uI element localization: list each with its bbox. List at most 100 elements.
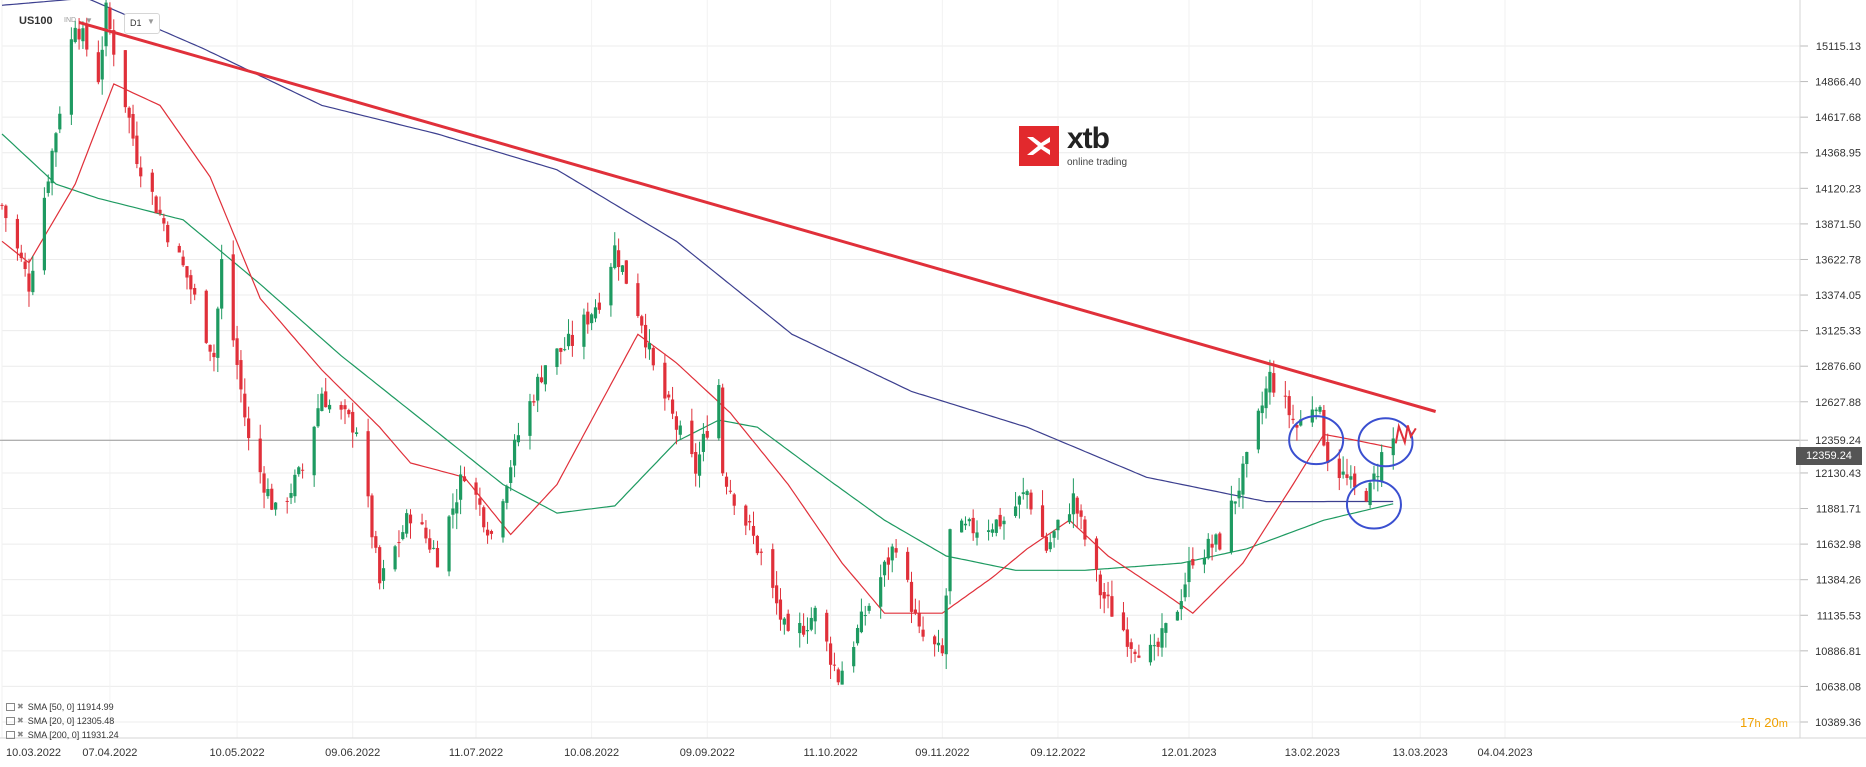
- x-tick-label: 04.04.2023: [1477, 747, 1532, 759]
- candle-body: [1048, 542, 1052, 550]
- candle-body: [54, 133, 58, 153]
- candle-body: [1210, 543, 1214, 548]
- candle-body: [917, 612, 921, 627]
- candle-body: [566, 333, 571, 347]
- candle-body: [755, 535, 759, 554]
- close-icon[interactable]: ✖: [17, 730, 24, 739]
- candle-body: [1268, 371, 1272, 393]
- candle-body: [435, 547, 440, 568]
- settings-icon[interactable]: [6, 731, 15, 739]
- candle-body: [563, 349, 567, 351]
- candle-body: [971, 517, 975, 534]
- timeframe-select[interactable]: D1 ▼: [124, 13, 160, 34]
- timer-hours-unit: h: [1754, 718, 1761, 730]
- candle-body: [354, 432, 359, 435]
- candle-body: [728, 490, 732, 492]
- candle-body: [802, 625, 806, 635]
- candle-body: [744, 505, 748, 526]
- close-icon[interactable]: ✖: [17, 702, 24, 711]
- candle-body: [555, 348, 559, 368]
- candle-body: [1075, 497, 1079, 514]
- candle-body: [1264, 388, 1268, 409]
- candle-body: [289, 492, 293, 498]
- candle-body: [204, 290, 208, 343]
- candle-body: [990, 529, 995, 533]
- x-tick-label: 11.07.2022: [449, 747, 503, 759]
- candle-body: [31, 270, 35, 293]
- candle-body: [58, 113, 62, 130]
- candle-body: [447, 516, 451, 572]
- candle-body: [239, 360, 243, 390]
- chevron-down-icon[interactable]: ▼: [85, 16, 93, 25]
- candle-body: [543, 365, 547, 385]
- current-price-tag: 12359.24: [1796, 447, 1862, 465]
- candle-body: [73, 27, 77, 43]
- x-tick-label: 10.08.2022: [564, 747, 619, 759]
- sma-20-layer: [1, 83, 1394, 614]
- candle-body: [1341, 471, 1345, 475]
- candle-body: [1164, 623, 1168, 633]
- settings-icon[interactable]: [6, 703, 15, 711]
- candle-body: [285, 500, 289, 502]
- candle-body: [940, 645, 944, 654]
- symbol-label[interactable]: US100: [19, 15, 53, 27]
- candle-body: [428, 538, 432, 550]
- candle-body: [617, 250, 621, 268]
- candle-body: [1071, 493, 1075, 515]
- candle-body: [751, 525, 756, 536]
- candle-body: [1245, 451, 1249, 465]
- candle-body: [166, 224, 170, 243]
- sma-200-line: [1, 0, 1394, 503]
- candle-body: [154, 196, 158, 214]
- candle-body: [1137, 655, 1141, 658]
- candle-body: [216, 308, 220, 358]
- indicator-sma20[interactable]: ✖ SMA [20, 0] 12305.48: [6, 714, 119, 728]
- candle-body: [501, 501, 505, 538]
- candle-body: [859, 611, 864, 633]
- candle-body: [694, 452, 698, 474]
- y-tick-label: 10389.36: [1815, 717, 1861, 729]
- candle-body: [208, 344, 212, 352]
- candle-body: [512, 439, 517, 466]
- candle-body: [1299, 419, 1303, 426]
- candle-body: [1125, 629, 1129, 647]
- candle-body: [624, 260, 628, 284]
- annotation-scribble: [1394, 422, 1417, 447]
- settings-icon[interactable]: [6, 717, 15, 725]
- candle-body: [1013, 506, 1018, 516]
- candle-body: [678, 425, 682, 435]
- candle-body: [131, 113, 135, 139]
- candle-body: [855, 627, 860, 644]
- candle-body: [636, 283, 640, 316]
- y-tick-label: 13871.50: [1815, 219, 1861, 231]
- logo-subtitle: online trading: [1067, 157, 1128, 168]
- candle-body: [247, 418, 251, 439]
- candle-body: [701, 433, 705, 452]
- candle-body: [1322, 409, 1326, 446]
- x-tick-label: 09.09.2022: [680, 747, 735, 759]
- candle-body: [320, 393, 324, 411]
- x-tick-label: 10.05.2022: [210, 747, 265, 759]
- x-tick-label: 09.06.2022: [325, 747, 380, 759]
- candle-body: [1260, 405, 1264, 414]
- candle-body: [297, 467, 301, 475]
- candle-body: [19, 252, 23, 259]
- candle-body: [1345, 474, 1349, 478]
- y-tick-label: 11881.71: [1816, 504, 1861, 516]
- close-icon[interactable]: ✖: [17, 716, 24, 725]
- y-tick-label: 11632.98: [1816, 539, 1861, 551]
- indicator-sma50[interactable]: ✖ SMA [50, 0] 11914.99: [6, 700, 119, 714]
- candle-body: [778, 599, 783, 620]
- candle-body: [670, 399, 675, 414]
- candle-body: [462, 476, 467, 482]
- candle-body: [1287, 396, 1291, 416]
- candle-body: [1187, 561, 1191, 583]
- candle-body: [212, 352, 216, 358]
- candle-body: [1121, 612, 1126, 631]
- candle-body: [967, 519, 971, 522]
- candle-body: [420, 522, 424, 525]
- candle-body: [948, 529, 952, 592]
- indicator-sma200[interactable]: ✖ SMA [200, 0] 11931.24: [6, 728, 119, 742]
- indicator-value: 12305.48: [76, 716, 115, 726]
